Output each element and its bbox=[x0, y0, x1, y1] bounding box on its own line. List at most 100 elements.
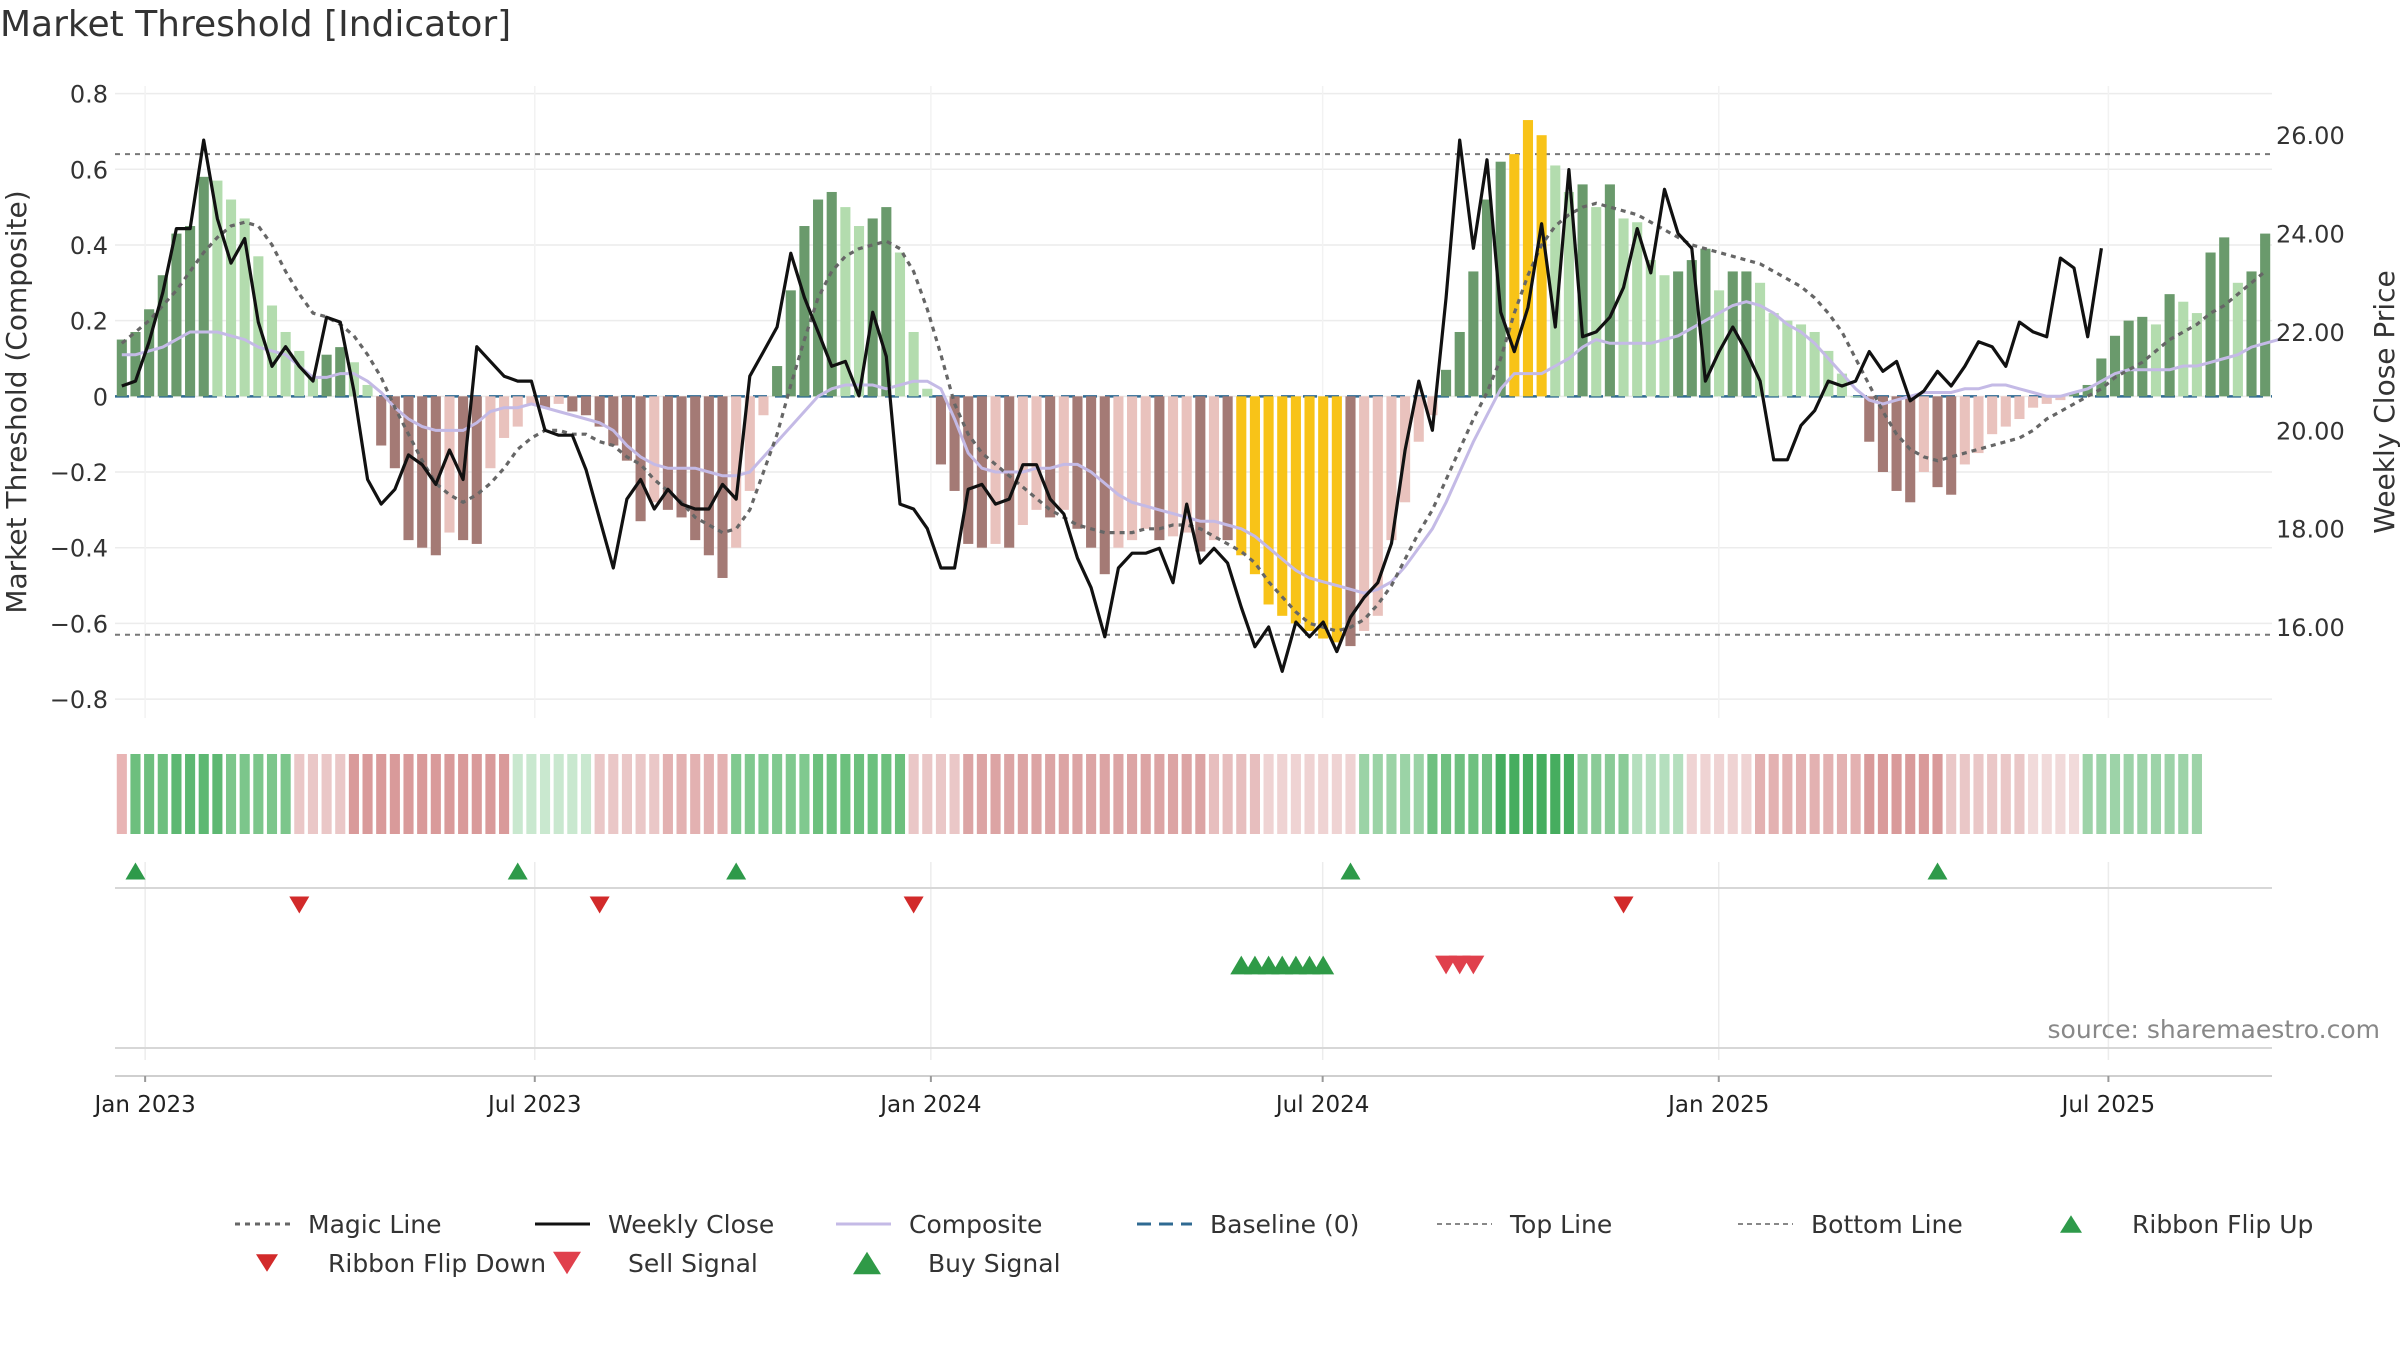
composite-bar bbox=[1386, 396, 1397, 541]
ribbon-cell bbox=[1959, 754, 1970, 834]
ribbon-cell bbox=[1946, 754, 1957, 834]
composite-bar bbox=[963, 396, 974, 544]
composite-bar bbox=[2082, 384, 2093, 397]
legend-label: Top Line bbox=[1509, 1210, 1612, 1239]
ribbon-cell bbox=[1563, 754, 1574, 834]
ribbon-cell bbox=[239, 754, 250, 834]
ribbon-cell bbox=[1154, 754, 1165, 834]
composite-bar bbox=[116, 339, 127, 397]
ribbon-cell bbox=[1591, 754, 1602, 834]
composite-bar bbox=[826, 191, 837, 397]
composite-bar bbox=[389, 396, 400, 469]
legend-item: Composite bbox=[836, 1210, 1042, 1239]
x-tick-label: Jul 2024 bbox=[1274, 1092, 1370, 1118]
source-annotation: source: sharemaestro.com bbox=[2048, 1015, 2381, 1044]
ribbon-flip-down-marker bbox=[1613, 896, 1634, 914]
chart-title: Market Threshold [Indicator] bbox=[0, 4, 512, 45]
composite-bar bbox=[2068, 392, 2080, 397]
ribbon-flip-up-marker bbox=[726, 862, 747, 880]
composite-bar bbox=[1673, 271, 1684, 397]
ribbon-cell bbox=[1441, 754, 1452, 834]
ribbon-cell bbox=[758, 754, 769, 834]
composite-bar bbox=[1072, 396, 1083, 529]
ribbon-cell bbox=[1249, 754, 1260, 834]
ribbon-cell bbox=[553, 754, 564, 834]
ribbon-cell bbox=[171, 754, 182, 834]
composite-bar bbox=[1208, 396, 1220, 541]
ribbon-cell bbox=[1031, 754, 1042, 834]
composite-bar bbox=[2260, 233, 2271, 397]
ribbon-cell bbox=[2014, 754, 2025, 834]
legend-label: Weekly Close bbox=[608, 1210, 774, 1239]
legend-item: Bottom Line bbox=[1738, 1210, 1963, 1239]
composite-bar bbox=[198, 176, 209, 397]
composite-bar bbox=[1946, 396, 1957, 495]
composite-bar bbox=[1413, 396, 1424, 442]
composite-bar bbox=[1659, 275, 1670, 397]
ribbon-cell bbox=[1290, 754, 1301, 834]
ribbon-cell bbox=[1277, 754, 1288, 834]
ribbon-cell bbox=[1208, 754, 1220, 834]
composite-bar bbox=[1113, 396, 1124, 548]
y-right-tick-label: 22.00 bbox=[2276, 319, 2345, 347]
ribbon-cell bbox=[225, 754, 237, 834]
ribbon-cell bbox=[1632, 754, 1643, 834]
composite-bar bbox=[1345, 396, 1356, 647]
composite-bar bbox=[1768, 313, 1779, 397]
ribbon-cell bbox=[2028, 754, 2039, 834]
composite-bar bbox=[1959, 396, 1970, 465]
ribbon-cell bbox=[185, 754, 196, 834]
ribbon-cell bbox=[403, 754, 414, 834]
y-left-tick-label: −0.8 bbox=[50, 686, 108, 714]
ribbon-cell bbox=[526, 754, 537, 834]
composite-bar bbox=[526, 396, 537, 404]
composite-bar bbox=[867, 218, 878, 397]
composite-bar bbox=[1468, 271, 1479, 397]
composite-bar bbox=[785, 290, 796, 397]
y-left-tick-label: 0.2 bbox=[70, 308, 108, 336]
composite-bar bbox=[1973, 396, 1984, 454]
weekly-close-line bbox=[121, 138, 2103, 673]
composite-bar bbox=[1536, 135, 1547, 397]
y-left-tick-label: −0.4 bbox=[50, 535, 108, 563]
composite-bar bbox=[772, 366, 783, 397]
composite-bar bbox=[635, 396, 646, 522]
ribbon-cell bbox=[321, 754, 332, 834]
y-right-axis-title: Weekly Close Price bbox=[2368, 270, 2400, 533]
composite-bar bbox=[2219, 237, 2230, 397]
ribbon-cell bbox=[157, 754, 168, 834]
legend-item: Top Line bbox=[1437, 1210, 1612, 1239]
ribbon-cell bbox=[1017, 754, 1028, 834]
ribbon-cell bbox=[1836, 754, 1848, 834]
ribbon-cell bbox=[2096, 754, 2107, 834]
ribbon-cell bbox=[785, 754, 796, 834]
ribbon-cell bbox=[690, 754, 701, 834]
composite-bar bbox=[2028, 396, 2039, 408]
ribbon-cell bbox=[1236, 754, 1247, 834]
ribbon-cell bbox=[144, 754, 155, 834]
ribbon-cell bbox=[1645, 754, 1656, 834]
ribbon-cell bbox=[1686, 754, 1697, 834]
ribbon-flip-up-marker bbox=[507, 862, 528, 880]
composite-bar bbox=[1195, 396, 1206, 552]
ribbon-cell bbox=[703, 754, 714, 834]
ribbon-cell bbox=[1345, 754, 1356, 834]
composite-bar bbox=[990, 396, 1001, 544]
composite-bar bbox=[1359, 396, 1370, 631]
ribbon-cell bbox=[908, 754, 919, 834]
composite-bar bbox=[2123, 320, 2134, 397]
ribbon-cell bbox=[376, 754, 387, 834]
composite-bar bbox=[1318, 396, 1329, 639]
ribbon-cell bbox=[1400, 754, 1411, 834]
composite-bar bbox=[1427, 396, 1438, 416]
ribbon-flip-down-marker bbox=[903, 896, 924, 914]
ribbon-cell bbox=[253, 754, 264, 834]
ribbon-cell bbox=[1481, 754, 1493, 834]
ribbon-cell bbox=[2068, 754, 2080, 834]
ribbon-cell bbox=[963, 754, 974, 834]
composite-bar bbox=[144, 309, 155, 397]
ribbon-cell bbox=[280, 754, 291, 834]
composite-bar bbox=[185, 226, 196, 397]
legend-label: Composite bbox=[909, 1210, 1042, 1239]
composite-bar bbox=[1632, 222, 1643, 397]
